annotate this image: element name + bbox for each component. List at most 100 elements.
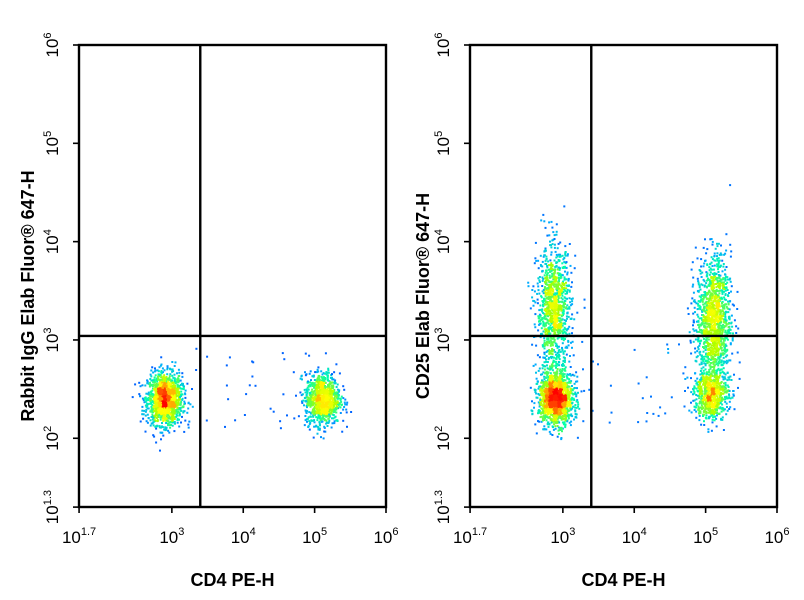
- event-dot: [562, 406, 565, 409]
- event-dot: [541, 290, 544, 293]
- event-dot: [155, 406, 158, 409]
- event-dot: [343, 401, 346, 404]
- event-dot: [564, 426, 567, 429]
- event-dot: [557, 429, 560, 432]
- event-dot: [546, 337, 549, 340]
- event-dot: [541, 317, 544, 319]
- event-dot: [550, 421, 553, 424]
- event-dot: [541, 270, 544, 273]
- event-dot: [334, 402, 337, 405]
- event-dot: [341, 430, 344, 433]
- event-dot: [169, 387, 172, 390]
- event-dot: [292, 371, 295, 374]
- event-dot: [309, 370, 312, 373]
- event-dot: [564, 419, 567, 422]
- event-dot: [163, 369, 166, 372]
- event-dot: [324, 394, 327, 397]
- event-dot: [547, 338, 550, 341]
- event-dot: [544, 322, 547, 325]
- event-dot: [560, 276, 563, 279]
- event-dot: [171, 381, 174, 384]
- event-dot: [551, 282, 554, 285]
- event-dot: [542, 323, 545, 326]
- event-dot: [142, 413, 145, 416]
- event-dot: [543, 378, 546, 381]
- event-dot: [161, 389, 164, 392]
- event-dot: [562, 362, 564, 365]
- event-dot: [550, 418, 553, 421]
- event-dot: [563, 276, 566, 279]
- event-dot: [162, 400, 164, 403]
- event-dot: [170, 385, 173, 388]
- event-dot: [561, 342, 564, 345]
- event-dot: [558, 313, 561, 316]
- event-dot: [550, 363, 553, 366]
- event-dot: [548, 274, 551, 277]
- event-dot: [551, 268, 554, 271]
- event-dot: [563, 302, 566, 304]
- event-dot: [179, 402, 182, 405]
- event-dot: [559, 393, 562, 396]
- event-dot: [299, 391, 302, 394]
- event-dot: [328, 415, 331, 418]
- event-dot: [143, 409, 146, 412]
- event-dot: [551, 272, 554, 275]
- event-dot: [555, 384, 558, 387]
- event-dot: [309, 404, 312, 407]
- event-dot: [325, 373, 328, 376]
- event-dot: [533, 300, 536, 303]
- event-dot: [165, 404, 168, 407]
- event-dot: [562, 395, 565, 398]
- event-dot: [553, 340, 556, 343]
- event-dot: [301, 400, 303, 403]
- event-dot: [172, 391, 175, 394]
- event-dot: [542, 428, 545, 431]
- event-dot: [546, 361, 549, 363]
- event-dot: [251, 375, 254, 378]
- event-dot: [336, 405, 338, 408]
- event-dot: [156, 388, 158, 391]
- event-dot: [307, 425, 310, 428]
- event-dot: [541, 417, 544, 420]
- event-dot: [307, 404, 310, 407]
- event-dot: [172, 403, 175, 405]
- event-dot: [326, 378, 329, 381]
- event-dot: [178, 411, 181, 414]
- event-dot: [545, 395, 547, 398]
- event-dot: [182, 382, 184, 385]
- event-dot: [555, 329, 558, 332]
- event-dot: [152, 416, 155, 419]
- event-dot: [170, 413, 172, 416]
- event-dot: [328, 413, 331, 416]
- event-dot: [342, 385, 345, 388]
- event-dot: [314, 396, 317, 399]
- event-dot: [551, 239, 554, 242]
- event-dot: [153, 405, 156, 407]
- event-dot: [533, 388, 536, 391]
- event-dot: [560, 325, 563, 328]
- event-dot: [338, 402, 341, 405]
- event-dot: [553, 338, 556, 341]
- event-dot: [317, 396, 320, 399]
- event-dot: [322, 385, 325, 388]
- event-dot: [555, 391, 557, 394]
- event-dot: [552, 290, 555, 293]
- event-dot: [561, 427, 563, 430]
- event-dot: [279, 420, 282, 423]
- event-dot: [546, 266, 549, 269]
- event-dot: [334, 379, 337, 382]
- event-dot: [549, 377, 552, 380]
- event-dot: [551, 414, 554, 416]
- event-dot: [540, 407, 543, 410]
- event-dot: [559, 400, 562, 403]
- event-dot: [149, 381, 151, 384]
- event-dot: [316, 386, 319, 389]
- event-dot: [557, 413, 560, 416]
- event-dot: [178, 371, 181, 374]
- event-dot: [559, 368, 562, 371]
- event-dot: [324, 391, 327, 394]
- event-dot: [571, 401, 574, 404]
- event-dot: [576, 399, 579, 402]
- event-dot: [304, 396, 307, 399]
- event-dot: [151, 396, 154, 399]
